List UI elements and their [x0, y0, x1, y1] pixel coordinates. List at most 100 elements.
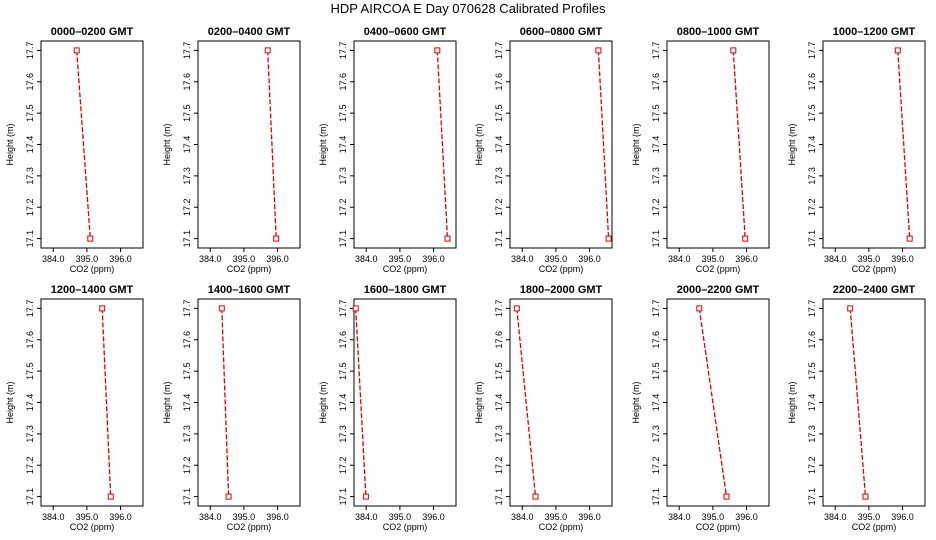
x-tick-label: 396.0 [735, 512, 758, 522]
x-tick-label: 396.0 [578, 254, 601, 264]
x-axis-label: CO2 (ppm) [696, 264, 741, 274]
x-tick-label: 384.0 [355, 254, 378, 264]
y-tick-label: 17.3 [651, 425, 661, 443]
y-tick-label: 17.3 [494, 167, 504, 185]
y-tick-label: 17.4 [651, 136, 661, 154]
x-tick-label: 395.0 [545, 512, 568, 522]
x-axis-label: CO2 (ppm) [70, 522, 115, 532]
y-tick-label: 17.3 [494, 425, 504, 443]
y-axis-label: Height (m) [162, 381, 172, 423]
y-tick-label: 17.1 [182, 488, 192, 506]
y-tick-label: 17.7 [182, 300, 192, 318]
y-tick-label: 17.2 [494, 456, 504, 474]
x-tick-label: 395.0 [389, 254, 412, 264]
data-point [513, 305, 520, 312]
y-tick-label: 17.5 [338, 104, 348, 122]
y-tick-label: 17.5 [25, 104, 35, 122]
y-tick-label: 17.6 [494, 331, 504, 349]
y-tick-label: 17.1 [651, 488, 661, 506]
y-tick-label: 17.2 [807, 198, 817, 216]
y-axis-label: Height (m) [474, 123, 484, 165]
y-tick-label: 17.1 [338, 230, 348, 248]
plot-frame [822, 298, 926, 507]
y-tick-label: 17.7 [25, 300, 35, 318]
y-tick-label: 17.7 [338, 300, 348, 318]
plot-frame [197, 298, 301, 507]
y-tick-label: 17.6 [651, 331, 661, 349]
plot-frame [197, 40, 301, 249]
panel-title: 1800–2000 GMT [520, 284, 603, 296]
data-point [696, 305, 703, 312]
data-point [99, 305, 106, 312]
x-tick-label: 395.0 [76, 512, 99, 522]
y-tick-label: 17.6 [807, 331, 817, 349]
y-axis-label: Height (m) [5, 123, 15, 165]
y-tick-label: 17.6 [807, 73, 817, 91]
plot-frame [666, 40, 770, 249]
x-tick-label: 395.0 [233, 512, 256, 522]
data-point [605, 235, 612, 242]
y-tick-label: 17.7 [651, 42, 661, 60]
y-tick-label: 17.6 [182, 73, 192, 91]
y-tick-label: 17.3 [651, 167, 661, 185]
x-axis-label: CO2 (ppm) [696, 522, 741, 532]
y-tick-label: 17.7 [494, 42, 504, 60]
x-tick-label: 384.0 [42, 254, 65, 264]
y-axis-label: Height (m) [787, 381, 797, 423]
x-tick-label: 384.0 [511, 254, 534, 264]
y-tick-label: 17.6 [338, 331, 348, 349]
x-tick-label: 396.0 [422, 254, 445, 264]
data-point [862, 493, 869, 500]
data-point [87, 235, 94, 242]
plot-frame [666, 298, 770, 507]
chart-panel: 1400–1600 GMT 17.1 17.2 17.3 17.4 17.5 17.6 17.… [162, 284, 301, 532]
y-tick-label: 17.5 [182, 104, 192, 122]
y-tick-label: 17.5 [651, 362, 661, 380]
y-tick-label: 17.5 [494, 104, 504, 122]
x-tick-label: 384.0 [511, 512, 534, 522]
panel-title: 0000–0200 GMT [51, 26, 134, 38]
plot-frame [40, 40, 144, 249]
y-tick-label: 17.1 [494, 488, 504, 506]
y-tick-label: 17.3 [807, 167, 817, 185]
series-line [101, 308, 112, 497]
y-tick-label: 17.4 [651, 394, 661, 412]
y-tick-label: 17.4 [807, 394, 817, 412]
x-tick-label: 396.0 [578, 512, 601, 522]
plot-frame [40, 298, 144, 507]
y-tick-label: 17.4 [338, 394, 348, 412]
data-point [107, 493, 114, 500]
chart-panel: 2200–2400 GMT 17.1 17.2 17.3 17.4 17.5 17.6 17.… [787, 284, 926, 532]
panel-title: 1200–1400 GMT [51, 284, 134, 296]
series-line [436, 50, 449, 239]
data-point [225, 493, 232, 500]
y-tick-label: 17.6 [651, 73, 661, 91]
y-tick-label: 17.6 [182, 331, 192, 349]
series-line [355, 308, 367, 497]
y-tick-label: 17.3 [338, 425, 348, 443]
chart-panel: 0000–0200 GMT 17.1 17.2 17.3 17.4 17.5 17.6 17.… [5, 26, 144, 274]
y-tick-label: 17.4 [807, 136, 817, 154]
y-tick-label: 17.4 [182, 136, 192, 154]
x-tick-label: 395.0 [389, 512, 412, 522]
chart-panel: 1600–1800 GMT 17.1 17.2 17.3 17.4 17.5 17.6 17.… [318, 284, 457, 532]
x-tick-label: 396.0 [109, 512, 132, 522]
x-tick-label: 396.0 [422, 512, 445, 522]
y-tick-label: 17.2 [25, 456, 35, 474]
x-axis-label: CO2 (ppm) [852, 522, 897, 532]
y-tick-label: 17.7 [182, 42, 192, 60]
chart-panel: 0600–0800 GMT 17.1 17.2 17.3 17.4 17.5 17.6 17.… [474, 26, 613, 274]
x-axis-label: CO2 (ppm) [539, 522, 584, 532]
y-tick-label: 17.2 [494, 198, 504, 216]
y-tick-label: 17.7 [494, 300, 504, 318]
y-tick-label: 17.4 [25, 136, 35, 154]
y-axis-label: Height (m) [5, 381, 15, 423]
series-line [516, 308, 537, 497]
y-tick-label: 17.1 [182, 230, 192, 248]
chart-panel: 2000–2200 GMT 17.1 17.2 17.3 17.4 17.5 17.6 17.… [631, 284, 770, 532]
data-point [595, 47, 602, 54]
y-tick-label: 17.3 [182, 167, 192, 185]
data-point [218, 305, 225, 312]
y-tick-label: 17.2 [651, 456, 661, 474]
data-point [894, 47, 901, 54]
